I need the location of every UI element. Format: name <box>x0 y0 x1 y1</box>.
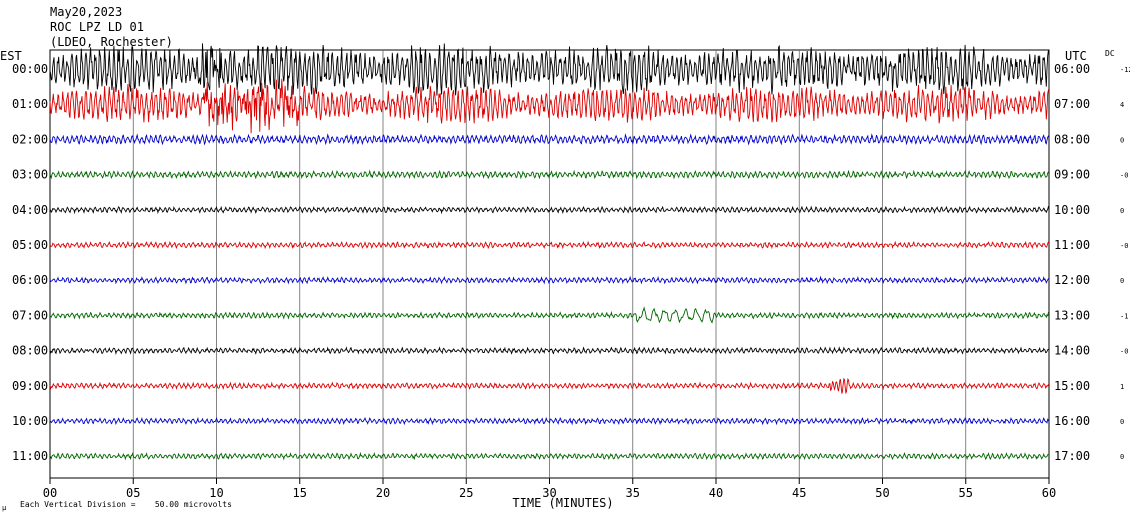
dc-offset-label: -1 <box>1120 312 1128 320</box>
dc-offset-label: 0 <box>1120 418 1124 426</box>
header-station: ROC LPZ LD 01 <box>50 20 144 34</box>
trace-0400 <box>49 205 1050 215</box>
trace-0900 <box>49 377 1050 395</box>
utc-hour-label: 16:00 <box>1054 414 1090 428</box>
row-labels: 00:00 06:00 -12 01:00 07:00 4 02:00 08:00 0 03:00… <box>12 62 1130 463</box>
utc-hour-label: 13:00 <box>1054 308 1090 322</box>
dc-offset-label: -0 <box>1120 172 1128 180</box>
trace-0100 <box>49 78 1050 134</box>
utc-hour-label: 11:00 <box>1054 238 1090 252</box>
x-tick-label: 45 <box>792 486 806 500</box>
x-tick-label: 30 <box>542 486 556 500</box>
est-hour-label: 00:00 <box>12 62 48 76</box>
dc-offset-label: -0 <box>1120 242 1128 250</box>
utc-hour-label: 15:00 <box>1054 379 1090 393</box>
est-hour-label: 09:00 <box>12 379 48 393</box>
dc-offset-label: 0 <box>1120 277 1124 285</box>
vertical-grid <box>132 50 967 478</box>
x-tick-label: 15 <box>293 486 307 500</box>
right-axis-label: UTC <box>1065 49 1087 63</box>
est-hour-label: 08:00 <box>12 344 48 358</box>
footer-note: Each Vertical Division = 50.00 microvolt… <box>20 500 232 509</box>
utc-hour-label: 12:00 <box>1054 273 1090 287</box>
x-axis-ticks: 00 05 10 15 20 25 30 35 40 45 50 55 60 <box>43 478 1056 500</box>
x-tick-label: 25 <box>459 486 473 500</box>
header-date: May20,2023 <box>50 5 122 19</box>
trace-0500 <box>49 240 1050 250</box>
est-hour-label: 05:00 <box>12 238 48 252</box>
dc-offset-label: 0 <box>1120 453 1124 461</box>
utc-hour-label: 06:00 <box>1054 62 1090 76</box>
est-hour-label: 10:00 <box>12 414 48 428</box>
est-hour-label: 07:00 <box>12 308 48 322</box>
trace-0600 <box>49 275 1050 285</box>
trace-0200 <box>49 133 1050 146</box>
est-hour-label: 11:00 <box>12 449 48 463</box>
x-tick-label: 60 <box>1042 486 1056 500</box>
dc-offset-label: -12 <box>1120 66 1130 74</box>
x-axis-title: TIME (MINUTES) <box>512 496 613 510</box>
x-tick-label: 00 <box>43 486 57 500</box>
x-tick-label: 55 <box>959 486 973 500</box>
trace-0700 <box>49 306 1050 324</box>
x-tick-label: 35 <box>626 486 640 500</box>
dc-offset-label: 0 <box>1120 136 1124 144</box>
x-tick-label: 05 <box>126 486 140 500</box>
est-hour-label: 02:00 <box>12 132 48 146</box>
trace-0000 <box>49 43 1050 96</box>
dc-label: DC <box>1105 49 1115 58</box>
utc-hour-label: 10:00 <box>1054 203 1090 217</box>
header-location: (LDEO, Rochester) <box>50 35 173 49</box>
est-hour-label: 03:00 <box>12 168 48 182</box>
trace-0800 <box>49 346 1050 356</box>
utc-hour-label: 07:00 <box>1054 97 1090 111</box>
utc-hour-label: 09:00 <box>1054 168 1090 182</box>
trace-1000 <box>49 416 1050 426</box>
left-axis-label: EST <box>0 49 22 63</box>
seismic-traces <box>49 43 1050 461</box>
dc-offset-label: 1 <box>1120 383 1124 391</box>
x-tick-label: 40 <box>709 486 723 500</box>
est-hour-label: 06:00 <box>12 273 48 287</box>
trace-0300 <box>49 169 1050 180</box>
dc-offset-label: -0 <box>1120 348 1128 356</box>
dc-offset-label: 4 <box>1120 101 1124 109</box>
x-tick-label: 10 <box>209 486 223 500</box>
dc-offset-label: 0 <box>1120 207 1124 215</box>
est-hour-label: 01:00 <box>12 97 48 111</box>
utc-hour-label: 14:00 <box>1054 344 1090 358</box>
microvolt-icon: µ <box>2 504 7 512</box>
est-hour-label: 04:00 <box>12 203 48 217</box>
utc-hour-label: 08:00 <box>1054 132 1090 146</box>
trace-1100 <box>49 451 1049 461</box>
x-tick-label: 20 <box>376 486 390 500</box>
utc-hour-label: 17:00 <box>1054 449 1090 463</box>
x-tick-label: 50 <box>875 486 889 500</box>
